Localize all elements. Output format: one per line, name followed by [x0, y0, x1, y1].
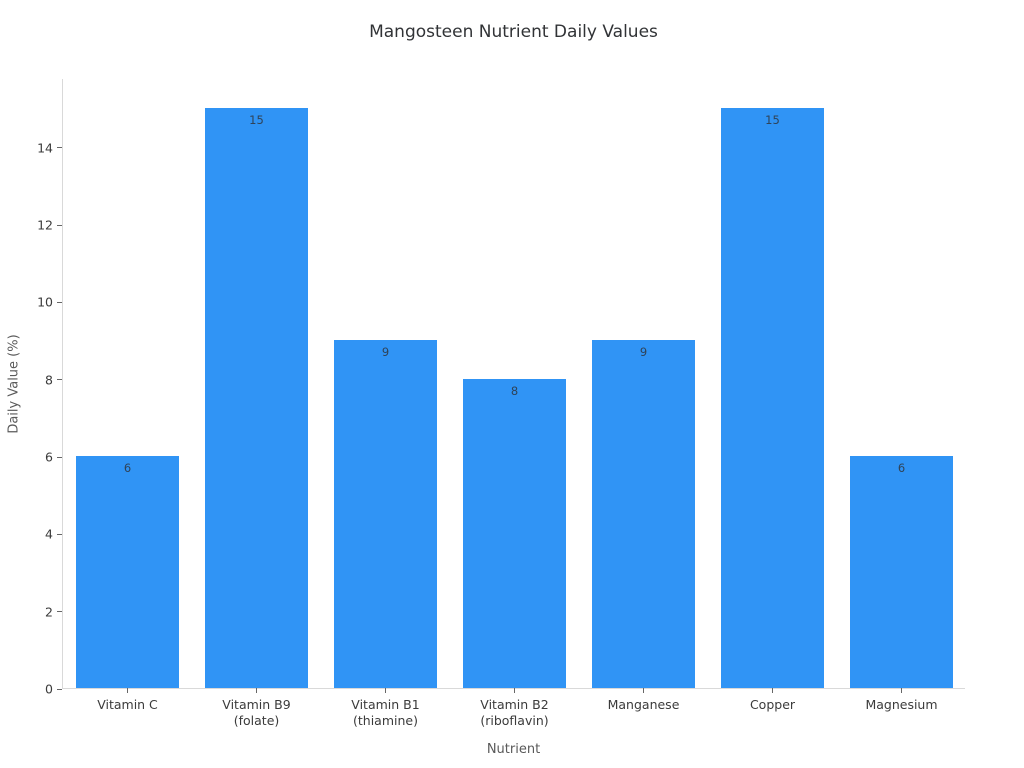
x-tick: [127, 688, 128, 693]
x-tick-label: Vitamin B9 (folate): [222, 697, 291, 728]
x-tick: [256, 688, 257, 693]
y-tick: [57, 611, 62, 613]
x-tick: [901, 688, 902, 693]
x-tick: [643, 688, 644, 693]
chart-title: Mangosteen Nutrient Daily Values: [369, 22, 658, 42]
y-tick: [57, 456, 62, 458]
plot-area: 0 2 4 6 8 10 12 14 6 Vitamin C 15 Vitamin B9 (folate…: [37, 79, 965, 728]
y-tick: [57, 301, 62, 303]
bar: 15: [720, 108, 825, 688]
y-tick-label: 4: [45, 526, 53, 542]
x-tick-label: Vitamin B2 (riboflavin): [480, 697, 549, 728]
y-tick: [57, 379, 62, 381]
x-tick: [514, 688, 515, 693]
bar: 6: [849, 456, 954, 688]
bar: 15: [204, 108, 309, 688]
bar-value-label: 6: [897, 461, 906, 476]
y-tick-label: 10: [37, 294, 53, 310]
bar: 6: [75, 456, 180, 688]
x-tick-label: Copper: [749, 697, 796, 712]
bar-value-label: 15: [249, 113, 264, 128]
x-tick-label: Manganese: [607, 697, 680, 712]
x-axis-title: Nutrient: [486, 742, 541, 757]
bar-value-label: 15: [765, 113, 780, 128]
bar-value-label: 6: [123, 461, 132, 476]
y-tick: [57, 224, 62, 226]
bar-value-label: 8: [510, 383, 519, 398]
x-tick: [385, 688, 386, 693]
bar: 9: [591, 340, 696, 688]
y-tick-label: 6: [45, 449, 53, 465]
x-tick: [772, 688, 773, 693]
x-tick-label: Magnesium: [865, 697, 938, 712]
bar-value-label: 9: [639, 345, 648, 360]
x-tick-label: Vitamin B1 (thiamine): [351, 697, 420, 728]
y-tick: [57, 688, 62, 690]
bar-value-label: 9: [381, 345, 390, 360]
y-tick: [57, 533, 62, 535]
y-tick-label: 2: [45, 604, 53, 620]
bar: 8: [462, 378, 567, 688]
bar: 9: [333, 340, 438, 688]
y-tick-label: 0: [45, 681, 53, 697]
y-tick-label: 14: [37, 140, 53, 156]
y-tick: [57, 147, 62, 149]
x-tick-label: Vitamin C: [97, 697, 158, 712]
y-tick-label: 12: [37, 217, 53, 233]
y-tick-label: 8: [45, 372, 53, 388]
